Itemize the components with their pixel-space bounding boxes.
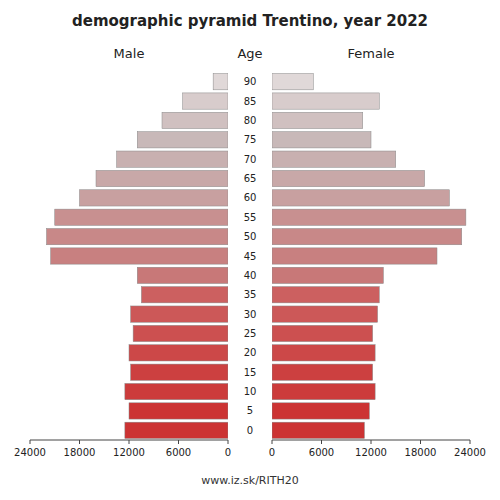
bar [129,403,228,419]
series-header: Male [114,46,145,61]
bar [117,151,228,167]
category-label: 50 [244,231,257,242]
category-label: 75 [244,134,257,145]
tick-label: 0 [225,447,231,458]
category-label: 15 [244,367,257,378]
bar [272,248,437,264]
bars-right [272,74,466,439]
bar [272,364,373,380]
category-label: 80 [244,115,257,126]
chart-container: demographic pyramid Trentino, year 2022 M… [0,0,500,500]
bar [51,248,228,264]
x-axes: 0 0 6000 6000 12000 12000 18000 18000 24000 24000 [14,440,486,458]
tick [228,440,229,444]
bar [272,267,383,283]
bar [272,151,396,167]
category-label: 10 [244,386,257,397]
bars-left [47,74,229,439]
tick-label: 24000 [454,447,486,458]
tick-label: 0 [269,447,275,458]
tick [30,440,31,444]
bar [272,93,379,109]
category-label: 45 [244,251,257,262]
title: demographic pyramid Trentino, year 2022 [72,12,428,30]
category-label: 40 [244,270,257,281]
bar [272,112,363,128]
bar [133,325,228,341]
tick-label: 6000 [309,447,334,458]
tick-label: 6000 [166,447,191,458]
bar [183,93,228,109]
tick [470,440,471,444]
category-label: 60 [244,192,257,203]
category-label: 85 [244,96,257,107]
bar [272,228,462,244]
bar [272,403,369,419]
category-label: 30 [244,309,257,320]
bar [272,325,373,341]
category-label: 0 [247,425,253,436]
category-label: 5 [247,405,253,416]
bar [129,345,228,361]
bar [272,74,313,90]
bar [137,132,228,148]
category-label: 65 [244,173,257,184]
category-label: 35 [244,289,257,300]
tick [272,440,273,444]
bar [272,132,371,148]
bar [125,422,228,438]
bar [272,422,364,438]
tick [321,440,322,444]
category-label: 70 [244,154,257,165]
bar [162,112,228,128]
tick [371,440,372,444]
bar [272,209,466,225]
category-label: 90 [244,76,257,87]
tick [420,440,421,444]
bar [131,364,228,380]
tick [79,440,80,444]
bar [213,74,228,90]
annotation: www.iz.sk/RITH20 [201,474,299,487]
bar [47,228,229,244]
tick [178,440,179,444]
bar [272,170,425,186]
bar [55,209,228,225]
bar [272,190,449,206]
tick-label: 24000 [14,447,46,458]
bar [272,287,379,303]
bar [272,345,375,361]
bar [141,287,228,303]
tick-label: 18000 [405,447,437,458]
category-label: 25 [244,328,257,339]
category-label: 20 [244,347,257,358]
category-label: 55 [244,212,257,223]
tick-label: 18000 [64,447,96,458]
bar [131,306,228,322]
chart: demographic pyramid Trentino, year 2022 M… [0,0,500,500]
series-header: Female [347,46,394,61]
tick [129,440,130,444]
tick-label: 12000 [113,447,145,458]
bar [80,190,229,206]
bar [137,267,228,283]
tick-label: 12000 [355,447,387,458]
bar [96,170,228,186]
bar [272,306,378,322]
axis-label: Age [237,46,262,61]
bar [125,383,228,399]
bar [272,383,375,399]
